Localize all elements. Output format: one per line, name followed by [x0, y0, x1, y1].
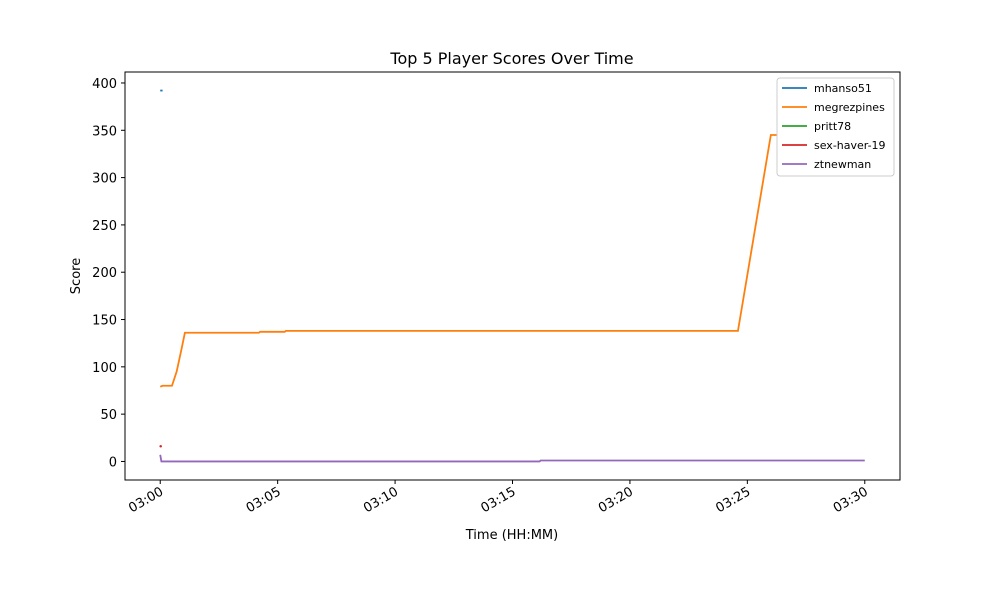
series-line	[159, 454, 865, 463]
y-tick-label: 150	[92, 314, 117, 329]
legend-label: pritt78	[814, 120, 851, 133]
y-tick-label: 100	[92, 361, 117, 376]
y-tick-label: 50	[100, 408, 117, 423]
legend-box	[776, 77, 895, 177]
y-tick-label: 250	[92, 219, 117, 234]
y-axis-label: Score	[69, 258, 84, 294]
legend-label: megrezpines	[814, 101, 885, 114]
x-axis-label: Time (HH:MM)	[465, 528, 558, 543]
y-tick-label: 300	[92, 172, 117, 187]
y-tick-label: 200	[92, 266, 117, 281]
series-line	[159, 445, 163, 448]
y-tick-label: 0	[109, 455, 117, 470]
legend-label: sex-haver-19	[814, 139, 886, 152]
legend-label: ztnewman	[814, 158, 871, 171]
legend-label: mhanso51	[814, 82, 872, 95]
y-tick-label: 400	[92, 77, 117, 92]
chart-title: Top 5 Player Scores Over Time	[389, 49, 633, 68]
y-tick-label: 350	[92, 124, 117, 139]
series-line	[159, 134, 865, 388]
plot-frame	[124, 71, 901, 481]
legend: mhanso51 megrezpines pritt78 sex-haver-19 zt…	[776, 77, 895, 177]
